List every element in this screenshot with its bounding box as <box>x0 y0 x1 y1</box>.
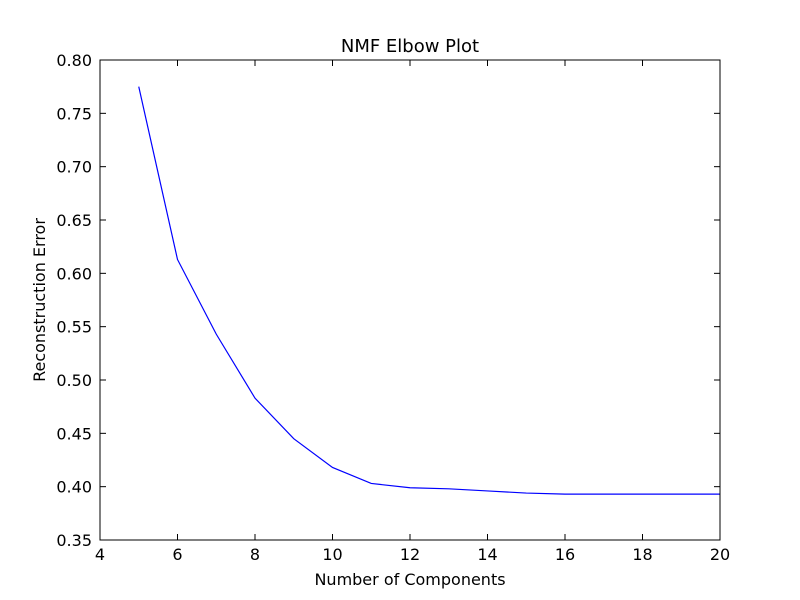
y-tick-label: 0.35 <box>56 531 92 550</box>
y-tick-label: 0.75 <box>56 104 92 123</box>
x-tick-label: 18 <box>632 545 652 564</box>
y-tick-label: 0.80 <box>56 51 92 70</box>
x-tick-label: 12 <box>400 545 420 564</box>
x-tick-label: 14 <box>477 545 497 564</box>
x-tick-label: 8 <box>250 545 260 564</box>
y-axis-label: Reconstruction Error <box>30 218 49 382</box>
x-axis-label: Number of Components <box>314 570 505 589</box>
y-tick-label: 0.70 <box>56 158 92 177</box>
y-tick-label: 0.60 <box>56 264 92 283</box>
x-tick-label: 10 <box>322 545 342 564</box>
y-tick-label: 0.45 <box>56 424 92 443</box>
x-tick-label: 16 <box>555 545 575 564</box>
plot-frame <box>99 59 721 541</box>
x-tick-label: 4 <box>95 545 105 564</box>
series-line <box>138 86 720 495</box>
y-tick-label: 0.50 <box>56 371 92 390</box>
y-tick-label: 0.40 <box>56 478 92 497</box>
ticks-layer: 4 6 8 10 12 14 16 18 20 0.35 0.40 0.45 0.50 0.55 0.60 0… <box>56 51 730 564</box>
y-tick-label: 0.65 <box>56 211 92 230</box>
y-tick-label: 0.55 <box>56 318 92 337</box>
series-layer <box>138 86 720 495</box>
x-tick-label: 6 <box>172 545 182 564</box>
x-tick-label: 20 <box>710 545 730 564</box>
chart-title: NMF Elbow Plot <box>341 36 479 57</box>
